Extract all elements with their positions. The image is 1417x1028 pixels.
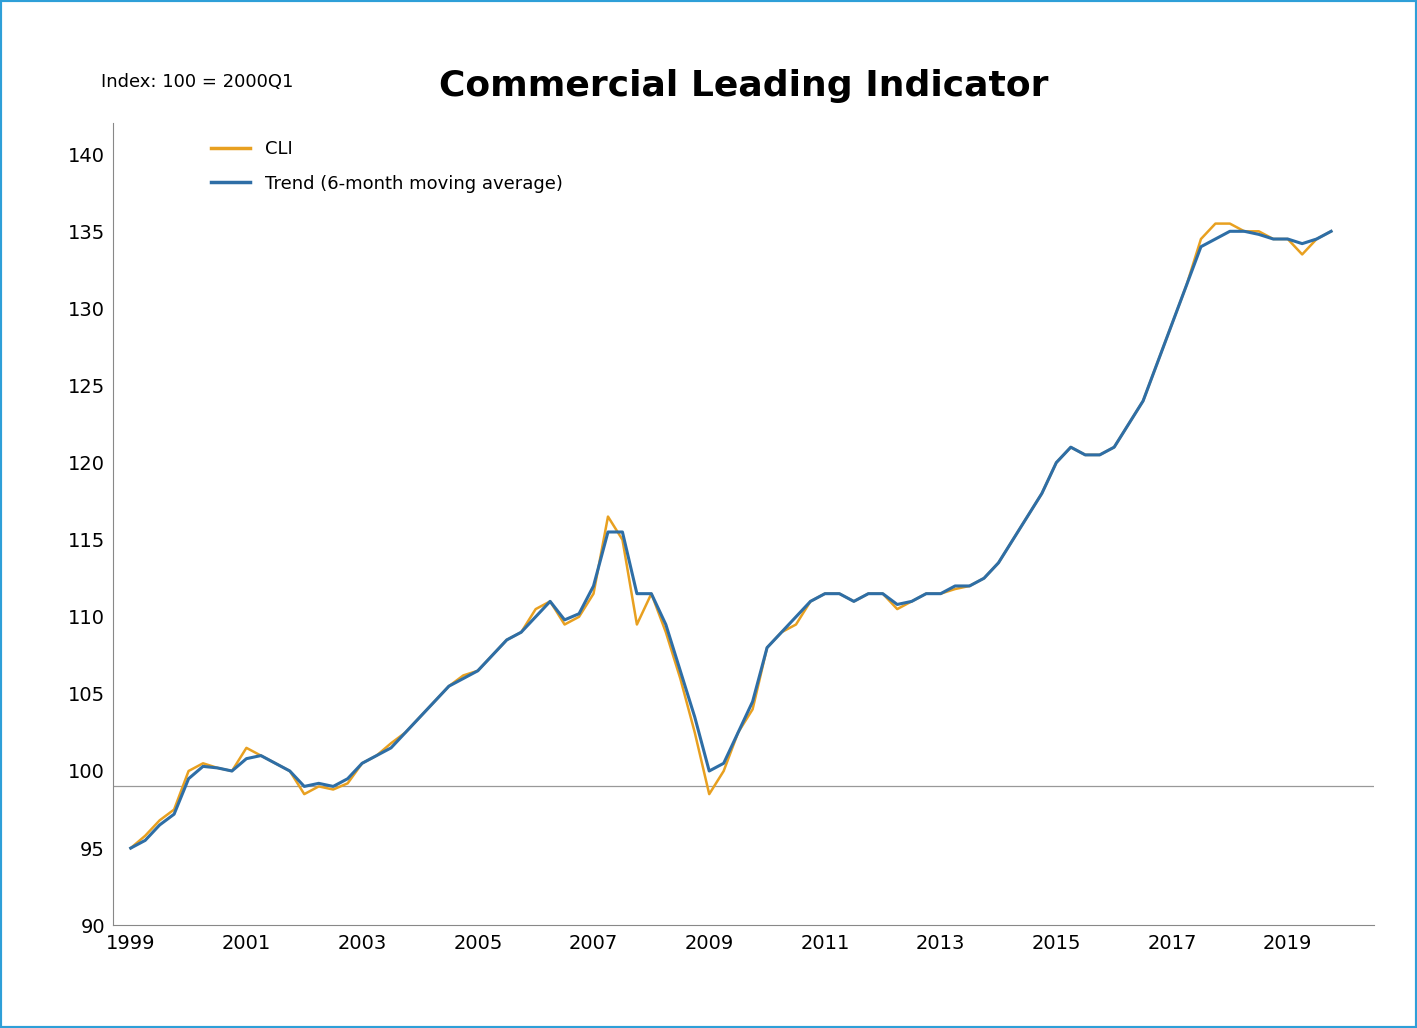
Legend: CLI, Trend (6-month moving average): CLI, Trend (6-month moving average): [211, 141, 563, 192]
Text: Index: 100 = 2000Q1: Index: 100 = 2000Q1: [101, 73, 293, 91]
Title: Commercial Leading Indicator: Commercial Leading Indicator: [439, 69, 1049, 103]
